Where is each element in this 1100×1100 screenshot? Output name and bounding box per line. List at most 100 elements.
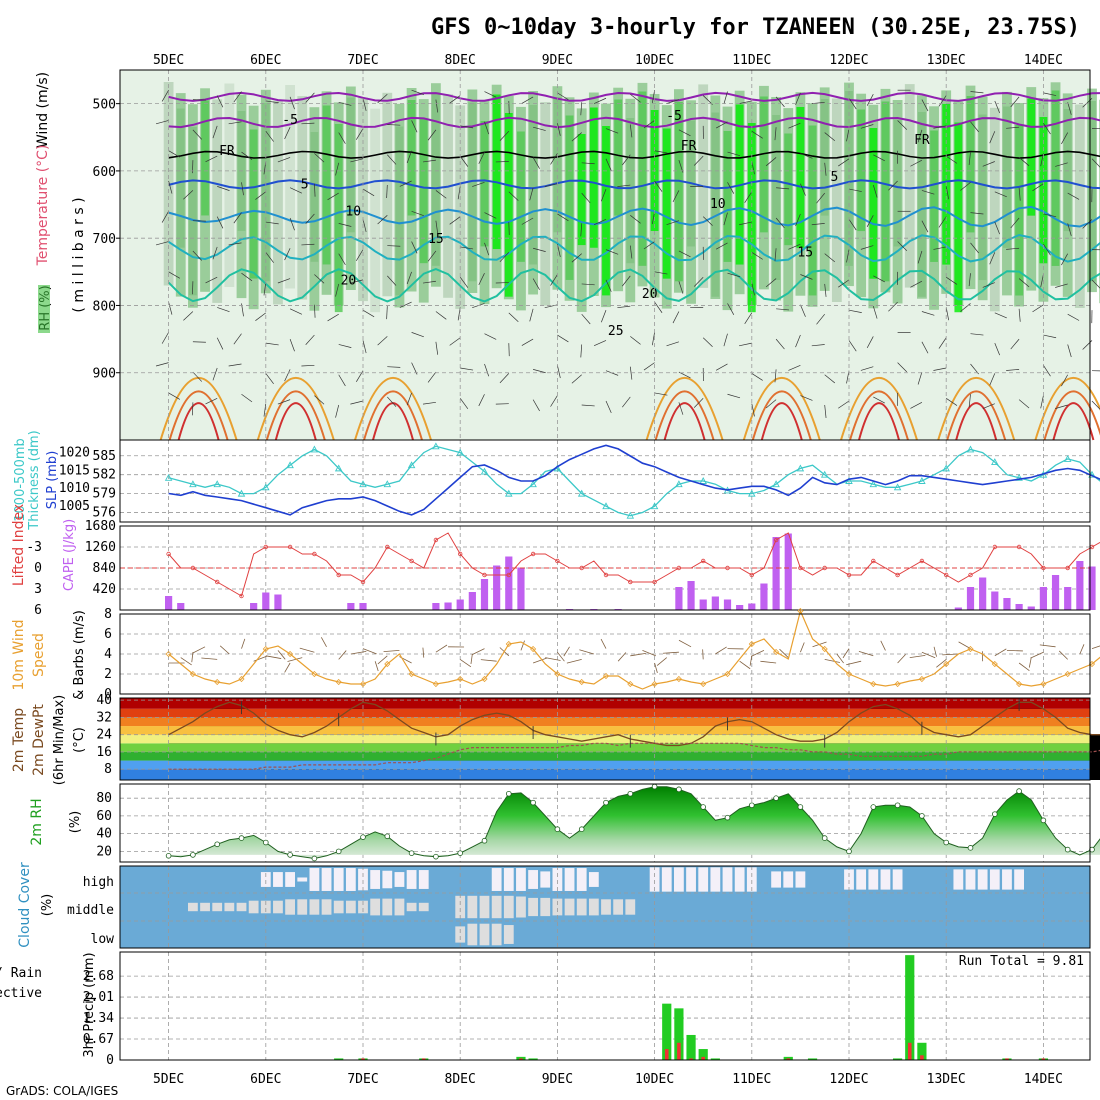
isotherm-label: 10 — [345, 204, 361, 219]
upper-wind-barb — [693, 398, 704, 408]
rh-marker — [1016, 788, 1022, 794]
thickness-axis-label-line: 1000-500mb — [13, 438, 28, 522]
surface-wind-barb — [836, 653, 844, 664]
wind-axis-label-line: Wind (m/s) — [35, 72, 51, 148]
upper-wind-barb — [1043, 365, 1051, 377]
upper-wind-barb — [605, 249, 619, 255]
cape-bar — [1088, 566, 1096, 610]
surface-wind-barb — [933, 646, 937, 657]
dewpt-axis-label-line: 2m DewPt — [31, 704, 47, 776]
precip-convective-bar — [920, 1055, 924, 1060]
rh-moist-column — [772, 115, 780, 280]
upper-wind-barb — [751, 403, 755, 417]
upper-wind-barb — [521, 217, 534, 225]
cape-bar — [723, 599, 732, 610]
rh-moist-column — [796, 107, 805, 248]
date-label-bottom: 8DEC — [445, 1072, 476, 1087]
cloud-cover-cell — [188, 902, 198, 912]
upper-wind-barb — [1006, 247, 1020, 250]
cloud-cover-cell — [601, 899, 611, 915]
upper-wind-barb — [168, 150, 181, 158]
upper-wind-barb — [1040, 153, 1044, 167]
cape-bar — [1027, 606, 1035, 610]
rh-shade-column — [443, 94, 453, 298]
cape-bar — [177, 603, 185, 610]
wind-speed-marker — [505, 640, 512, 648]
upper-wind-barb — [460, 246, 474, 250]
wind-speed-marker — [602, 672, 610, 680]
thickness-marker — [650, 502, 659, 510]
rh-shade-column — [455, 105, 466, 309]
precip-tick-label: 2.01 — [83, 990, 114, 1005]
upper-wind-barb — [989, 252, 996, 265]
upper-wind-barb — [921, 99, 929, 112]
thickness-marker — [626, 511, 635, 519]
upper-wind-barb — [387, 366, 401, 368]
cape-bar — [748, 603, 756, 610]
thickness-marker — [189, 480, 197, 488]
upper-wind-barb — [1040, 395, 1044, 409]
cloud-cover-cell — [564, 868, 575, 891]
upper-wind-barb — [241, 182, 244, 196]
cloud-cover-cell — [200, 902, 210, 912]
rh-moist-column — [978, 114, 987, 281]
wind-speed-marker — [845, 670, 853, 678]
upper-wind-barb — [399, 301, 412, 308]
upper-wind-barb — [702, 216, 713, 226]
wind-speed-marker — [724, 670, 731, 678]
upper-wind-barb — [848, 188, 862, 192]
lifted-index-marker — [846, 572, 852, 578]
surface-wind-barb — [557, 651, 565, 662]
surface-wind-barb — [545, 657, 561, 661]
cape-bar — [784, 533, 792, 610]
upper-wind-barb — [362, 340, 367, 354]
rh-marker — [578, 826, 585, 833]
upper-wind-barb — [387, 124, 401, 126]
upper-wind-barb — [484, 242, 490, 256]
upper-wind-barb — [521, 338, 534, 346]
upper-wind-barb — [1018, 308, 1021, 322]
surface-wind-barb — [422, 647, 425, 658]
rh-moist-column — [176, 108, 185, 248]
date-label-top: 5DEC — [153, 53, 184, 68]
temperature-axis-label-line: Temperature (°C) — [35, 145, 51, 267]
upper-wind-barb — [593, 97, 607, 104]
rh-moist-column — [638, 91, 647, 266]
upper-wind-barb — [241, 272, 253, 282]
upper-wind-barb — [305, 213, 315, 224]
upper-wind-barb — [994, 221, 1000, 235]
cloud-cover-cell — [516, 868, 526, 891]
surface-wind-barb — [630, 652, 646, 657]
surface-wind-barb — [192, 646, 206, 654]
rh-moist-column — [529, 105, 537, 265]
slp-frame — [119, 439, 1091, 523]
upper-wind-barb — [532, 157, 540, 169]
upper-wind-barb — [314, 395, 325, 405]
upper-wind-barb — [484, 333, 497, 340]
upper-wind-barb — [605, 128, 619, 134]
cloud-cover-cell — [309, 868, 320, 891]
rh-moist-column — [517, 131, 525, 262]
upper-wind-barb — [678, 129, 691, 137]
upper-wind-barb — [449, 337, 461, 346]
minmax-axis-label: (6hr Min/Max) — [52, 695, 67, 785]
rh-legend-swatch — [38, 285, 50, 333]
upper-wind-barb — [630, 93, 641, 103]
cloud-cover-cell — [868, 869, 879, 890]
temp-tick-label: 8 — [104, 762, 112, 777]
upper-wind-barb — [356, 249, 364, 261]
upper-wind-barb — [774, 127, 777, 141]
cloud-cover-cell — [418, 902, 429, 912]
upper-wind-barb — [362, 309, 375, 318]
rh-marker — [651, 783, 658, 790]
rh-tick-label: 20 — [96, 844, 112, 859]
surface-wind-barb — [566, 659, 582, 664]
rh2m-axis-label: 2m RH — [29, 798, 45, 845]
upper-wind-barb — [838, 158, 850, 167]
surface-wind-barb — [642, 650, 657, 657]
upper-wind-barb — [933, 367, 947, 371]
pressure-axis-label-line: ( m i l l i b a r s ) — [71, 197, 87, 312]
thickness-marker — [1015, 473, 1023, 481]
upper-wind-barb — [529, 308, 534, 322]
